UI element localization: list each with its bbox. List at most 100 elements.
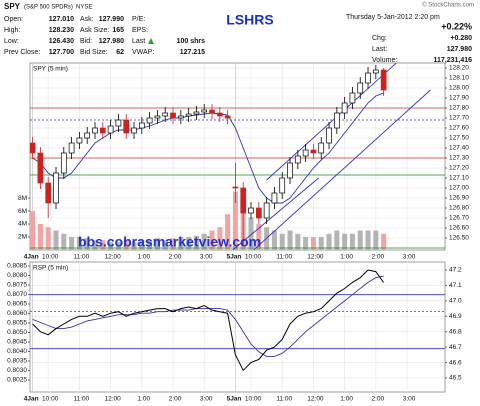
quote-value: 127.980 xyxy=(447,46,472,53)
y-tick-label: 127.00 xyxy=(449,185,469,192)
quote-value: 126.430 xyxy=(49,38,74,45)
y2-tick-label: 0.8055 xyxy=(7,320,27,327)
price-line xyxy=(32,269,385,372)
y-tick-label: 46.8 xyxy=(449,328,462,335)
plot xyxy=(30,262,445,392)
quote-label: Low: xyxy=(4,38,19,45)
volume-bar xyxy=(201,233,207,250)
y-tick-label: 127.20 xyxy=(449,165,469,172)
candle-body xyxy=(154,115,161,119)
y-tick-label: 47.1 xyxy=(449,282,462,289)
quote-value: 165 xyxy=(112,27,124,34)
x-tick-label: 11:00 xyxy=(74,254,90,261)
volume-bar xyxy=(373,230,379,250)
y-tick-label: 47.0 xyxy=(449,298,462,305)
y2-tick-label: 0.8040 xyxy=(7,348,27,355)
y-tick-label: 127.40 xyxy=(449,145,469,152)
candle-body xyxy=(185,113,192,117)
y-tick-label: 126.90 xyxy=(449,195,469,202)
volume-bar xyxy=(45,227,51,250)
x-tick-label: 3:00 xyxy=(403,396,416,403)
volume-bar xyxy=(123,240,129,250)
volume-bar xyxy=(76,237,82,250)
y-tick-label: 127.50 xyxy=(449,135,469,142)
candle-body xyxy=(201,109,208,113)
volume-bar xyxy=(271,230,277,250)
y-tick-label: 47.2 xyxy=(449,267,462,274)
volume-bar xyxy=(108,242,114,250)
candle-body xyxy=(271,192,278,204)
y-tick-label: 127.90 xyxy=(449,95,469,102)
source: © StockCharts.com xyxy=(422,2,474,9)
candle-body xyxy=(115,119,122,127)
quote-label: Last xyxy=(132,38,145,45)
y-tick-label: 126.60 xyxy=(449,225,469,232)
candle-body xyxy=(45,182,52,204)
quote-label: Open: xyxy=(4,16,23,23)
candle-body xyxy=(302,149,309,157)
candle-body xyxy=(209,109,215,114)
x-tick-label: 12:00 xyxy=(104,254,121,261)
volume-bar xyxy=(287,230,293,250)
y-tick-label: 126.50 xyxy=(449,235,469,242)
volume-bar xyxy=(53,230,59,250)
candle-body xyxy=(107,125,114,134)
plot xyxy=(30,63,445,250)
x-tick-label: 12:00 xyxy=(307,254,324,261)
candle-body xyxy=(255,207,262,219)
volume-bar xyxy=(232,191,238,250)
y-tick-label: 127.80 xyxy=(449,105,469,112)
candle-body xyxy=(84,132,91,139)
volume-bar xyxy=(69,237,75,250)
volume-bar xyxy=(162,240,168,250)
y-tick-label: 46.5 xyxy=(449,375,462,382)
candle-body xyxy=(294,155,301,164)
volume-bar xyxy=(295,233,301,250)
symbol: SPY xyxy=(4,2,21,11)
quote-label: Chg: xyxy=(372,35,387,42)
quote-label: Volume: xyxy=(372,57,397,64)
volume-bar xyxy=(37,224,43,250)
watermark: bbs.cobrasmarketview.com xyxy=(78,234,261,250)
y-tick-label: 128.10 xyxy=(449,75,469,82)
volume-bar xyxy=(326,233,332,250)
x-tick-label: 1:00 xyxy=(137,254,150,261)
candle-body xyxy=(76,137,83,144)
y-tick-label: 128.20 xyxy=(449,65,469,72)
quote-value: 127.215 xyxy=(180,49,205,56)
candle-body xyxy=(372,69,379,74)
quote-label: EPS: xyxy=(132,27,148,34)
candle-body xyxy=(365,72,371,84)
candle-body xyxy=(318,142,325,154)
quote-label: P/E: xyxy=(132,16,145,23)
volume-bar xyxy=(92,240,98,250)
quote-label: Prev Close: xyxy=(4,49,40,56)
candle-body xyxy=(162,112,169,117)
volume-bar xyxy=(217,227,223,250)
y2-tick-label: 0.8030 xyxy=(7,367,27,374)
volume-bar xyxy=(334,230,340,250)
moving-average xyxy=(32,92,384,204)
candle-body xyxy=(123,119,130,134)
volume-bar xyxy=(365,230,371,250)
y-tick-label: 46.6 xyxy=(449,359,462,366)
symbol-name: (S&P 500 SPDRs) xyxy=(24,5,73,11)
quote-value: 62 xyxy=(116,49,124,56)
quote-date: Thursday 5-Jan-2012 2:20 pm xyxy=(346,14,440,21)
day-label: 4Jan xyxy=(24,254,39,261)
volume-bar xyxy=(131,242,137,250)
candle-body xyxy=(216,112,223,117)
volume-bar xyxy=(61,233,67,250)
moving-average xyxy=(32,275,384,357)
volume-bar xyxy=(303,237,309,250)
x-tick-label: 1:00 xyxy=(137,396,150,403)
x-tick-label: 10:00 xyxy=(42,396,59,403)
x-tick-label: 11:00 xyxy=(276,396,292,403)
candle-body xyxy=(341,102,348,114)
x-tick-label: 1:00 xyxy=(340,396,353,403)
quote-value: 100 shrs xyxy=(177,38,206,45)
quote-label: VWAP: xyxy=(132,49,154,56)
y-tick-label: 127.60 xyxy=(449,125,469,132)
candle-body xyxy=(193,111,200,115)
volume-bar xyxy=(349,233,355,250)
